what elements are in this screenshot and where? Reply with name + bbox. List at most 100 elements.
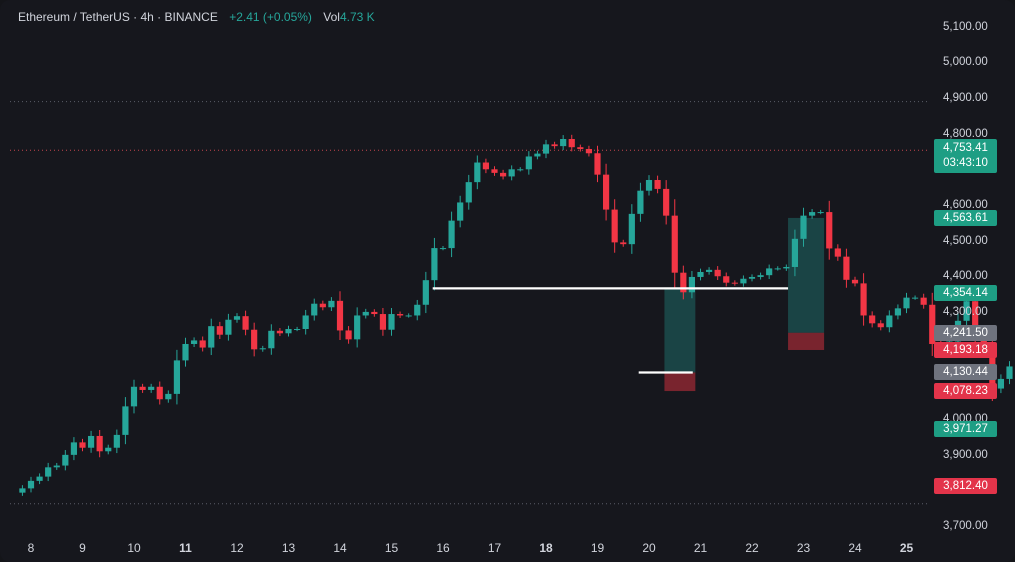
price-level-label: 4,193.18 [934,341,997,358]
candle-body-103 [903,297,910,309]
price-change: +2.41 (+0.05%) [229,10,312,24]
candle-body-94 [826,212,833,249]
candle-body-74 [654,179,661,189]
candle-body-77 [680,272,687,293]
candle-body-1 [27,480,35,489]
candle-body-37 [336,300,344,331]
candle-body-78 [688,276,696,293]
price-level-label: 4,354.14 [934,284,997,301]
candle-body-89 [783,266,790,269]
candle-body-7 [79,442,86,448]
date-tick: 16 [436,541,450,555]
candle-body-5 [62,454,69,466]
candle-body-90 [791,238,799,267]
date-tick: 23 [796,541,811,555]
date-tick: 15 [384,541,399,555]
candle-body-100 [877,323,884,328]
candle-body-106 [929,304,936,344]
candle-body-34 [311,303,318,316]
candle-body-19 [182,343,189,361]
candle-body-22 [208,326,215,348]
candle-body-85 [748,276,756,279]
candle-body-101 [886,315,893,328]
candle-body-110 [963,301,970,321]
candle-body-53 [474,162,481,183]
volume-value: 4.73 K [339,10,375,24]
candle-body-0 [19,488,26,493]
candle-body-23 [216,326,223,335]
candle-body-104 [911,297,919,299]
candle-body-48 [431,248,438,281]
candle-body-38 [345,330,352,340]
zones-layer [664,217,825,392]
candle-body-76 [671,215,678,273]
candle-body-50 [448,220,455,249]
candle-body-91 [800,215,807,239]
candle-body-10 [105,447,112,452]
zone-3 [788,332,825,350]
candle-body-98 [860,283,867,316]
price-tick: 4,600.00 [943,198,988,211]
date-tick: 12 [230,541,244,555]
price-level-label: 4,078.23 [934,382,997,399]
symbol-title: Ethereum / TetherUS · 4h · BINANCE [18,10,218,24]
candle-body-97 [851,279,859,284]
price-level-label: 3,812.40 [934,477,997,494]
candle-body-2 [36,476,43,481]
candle-body-61 [542,144,550,154]
candle-body-40 [362,311,369,316]
candle-body-30 [276,330,284,334]
candle-body-16 [156,386,163,400]
date-tick: 22 [745,541,759,555]
candle-body-51 [457,202,464,221]
candle-body-28 [259,348,266,350]
candle-body-95 [834,248,841,257]
candle-body-88 [774,268,781,270]
price-level-label: 4,563.61 [934,209,997,226]
price-level-label: 4,241.50 [934,324,997,341]
volume-label: Vol [323,10,340,24]
price-tick: 4,900.00 [943,92,988,104]
candle-body-6 [70,442,78,455]
candle-body-112 [980,336,987,348]
price-tick: 4,400.00 [943,270,988,283]
candle-body-71 [628,213,635,245]
candle-body-111 [972,301,979,337]
price-tick: 5,100.00 [943,20,988,33]
candles-layer [19,134,1015,496]
candle-body-64 [568,138,575,148]
candle-body-87 [766,268,773,276]
candle-body-29 [268,330,275,349]
dotted-levels-layer [10,101,928,505]
candle-body-45 [405,315,412,317]
date-tick: 9 [79,541,86,555]
candle-body-60 [534,153,541,157]
candle-body-42 [379,314,387,330]
candle-body-17 [165,393,172,400]
candle-body-9 [96,435,103,452]
candle-body-66 [585,148,593,154]
candle-body-21 [199,340,206,348]
price-level-label: 3,971.27 [934,421,997,438]
candle-body-13 [130,386,138,407]
candle-body-56 [499,172,507,177]
candle-body-52 [465,182,472,203]
candle-body-65 [577,147,584,149]
current-price-label: 4,753.41 03:43:10 [934,139,997,174]
candle-body-58 [517,169,524,171]
zone-1 [664,372,696,392]
candle-body-62 [551,144,558,147]
date-tick: 20 [642,541,656,555]
candle-body-31 [285,329,292,334]
candle-body-49 [439,248,447,250]
candle-body-55 [491,169,498,173]
price-tick: 5,000.00 [943,56,988,69]
candle-body-44 [396,314,404,316]
candle-body-96 [843,256,850,280]
candle-body-102 [894,308,902,316]
candle-body-83 [731,282,738,284]
candle-body-105 [920,297,927,305]
bar-countdown: 03:43:10 [943,157,988,170]
